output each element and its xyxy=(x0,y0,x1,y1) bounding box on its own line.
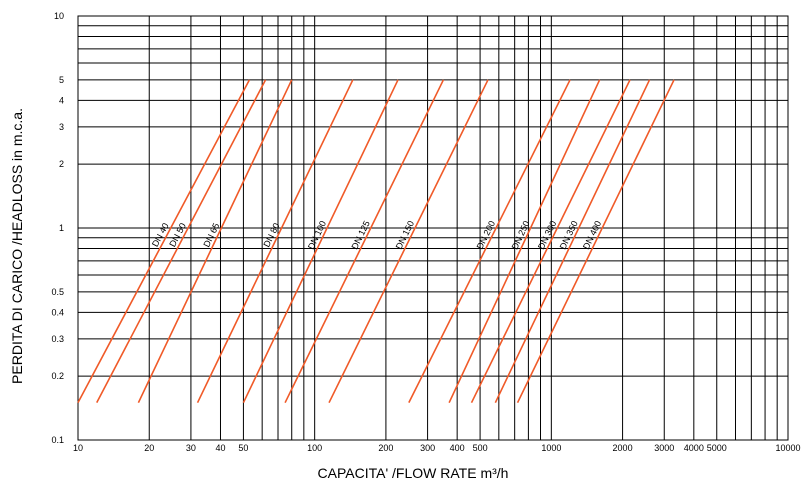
x-tick-label: 200 xyxy=(378,443,393,453)
x-tick-label: 20 xyxy=(144,443,154,453)
x-tick-label: 5000 xyxy=(707,443,727,453)
series-label: DN 100 xyxy=(306,219,328,251)
x-tick-label: 4000 xyxy=(684,443,704,453)
series-label: DN 300 xyxy=(536,219,558,251)
y-axis-label: PERDITA DI CARICO /HEADLOSS in m.c.a. xyxy=(9,108,25,384)
y-tick-label: 4 xyxy=(59,95,64,105)
y-tick-label: 10 xyxy=(54,11,64,21)
x-tick-label: 100 xyxy=(307,443,322,453)
series-line xyxy=(284,79,445,404)
series-label: DN 150 xyxy=(394,219,416,251)
series-line xyxy=(516,79,675,404)
x-tick-label: 50 xyxy=(238,443,248,453)
series-line xyxy=(494,79,651,404)
x-axis-label: CAPACITA' /FLOW RATE m³/h xyxy=(318,465,509,481)
series-line xyxy=(137,79,293,404)
y-tick-label: 0.4 xyxy=(51,307,64,317)
x-tick-label: 500 xyxy=(473,443,488,453)
x-tick-label: 2000 xyxy=(613,443,633,453)
series-label: DN 400 xyxy=(581,219,603,251)
series-label: DN 125 xyxy=(349,219,371,251)
y-tick-label: 3 xyxy=(59,122,64,132)
y-tick-label: 5 xyxy=(59,75,64,85)
x-tick-label: 30 xyxy=(186,443,196,453)
series-label: DN 350 xyxy=(558,219,580,251)
series-label: DN 200 xyxy=(475,219,498,251)
y-tick-label: 1 xyxy=(59,223,64,233)
x-tick-label: 10 xyxy=(73,443,83,453)
series-line xyxy=(448,79,601,404)
series-line xyxy=(242,79,399,404)
series-line xyxy=(470,79,631,404)
y-tick-label: 2 xyxy=(59,159,64,169)
series-line xyxy=(408,79,571,404)
y-tick-label: 0.1 xyxy=(51,435,64,445)
x-tick-label: 1000 xyxy=(541,443,561,453)
x-tick-label: 10000 xyxy=(775,443,800,453)
y-tick-label: 0.5 xyxy=(51,287,64,297)
y-tick-label: 0.2 xyxy=(51,371,64,381)
x-tick-label: 40 xyxy=(215,443,225,453)
x-tick-label: 300 xyxy=(420,443,435,453)
tick-labels: 10 20 30 40 50 100 200 300 400 500 1000 2000 3000 400… xyxy=(51,11,800,453)
series-line xyxy=(77,79,251,404)
series-line xyxy=(196,79,354,404)
x-tick-label: 400 xyxy=(450,443,465,453)
plot-frame xyxy=(77,15,789,441)
series-line xyxy=(328,79,489,404)
y-tick-label: 0.3 xyxy=(51,334,64,344)
x-tick-label: 3000 xyxy=(654,443,674,453)
series-line xyxy=(96,79,267,404)
